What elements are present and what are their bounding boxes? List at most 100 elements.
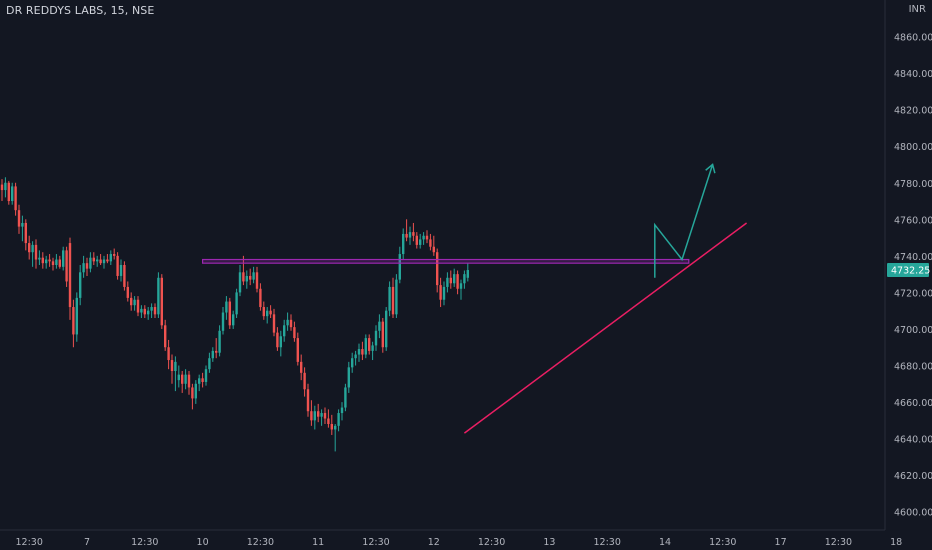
candle — [340, 402, 344, 421]
candle — [218, 325, 221, 357]
price-tick-label: 4860.00 — [894, 33, 932, 44]
candle-body — [255, 272, 259, 289]
candle-body — [85, 263, 89, 269]
candle-body — [449, 277, 452, 284]
candle-body — [184, 374, 187, 384]
candle-body — [116, 255, 119, 276]
candle — [425, 230, 429, 244]
candle-body — [269, 310, 272, 315]
candle — [191, 383, 194, 410]
candle-body — [320, 413, 323, 417]
last-price-tag-bg — [887, 263, 929, 278]
candle — [245, 270, 248, 289]
candle-body — [51, 261, 55, 265]
candle — [364, 334, 367, 359]
candle-body — [191, 387, 194, 399]
candle — [204, 365, 208, 386]
candle — [361, 341, 364, 361]
candle-body — [164, 325, 167, 348]
candle-body — [317, 411, 320, 417]
candle — [330, 414, 333, 435]
candle — [449, 270, 452, 289]
candle-body — [157, 277, 160, 315]
candle — [381, 318, 384, 353]
candle-body — [245, 275, 248, 282]
candle — [276, 327, 279, 351]
candle-body — [45, 259, 48, 264]
candle-body — [109, 254, 112, 262]
candle-body — [4, 182, 7, 191]
candle-body — [361, 349, 364, 355]
candle-body — [31, 244, 34, 253]
time-tick-label: 18 — [890, 537, 902, 548]
candle — [293, 321, 296, 342]
candle-body — [65, 250, 68, 282]
candle-body — [235, 292, 238, 315]
candle — [17, 204, 21, 234]
candle-body — [259, 288, 262, 308]
candle — [249, 268, 252, 286]
candle-body — [106, 259, 109, 262]
candle — [463, 270, 466, 289]
candle — [228, 297, 231, 329]
candle-body — [293, 327, 296, 339]
currency-label: INR — [908, 4, 926, 15]
candle-body — [89, 257, 92, 269]
candle — [378, 314, 381, 339]
candle — [82, 255, 85, 278]
candle-body — [140, 308, 143, 313]
candle — [55, 254, 58, 269]
candle — [371, 341, 374, 361]
price-tick-label: 4720.00 — [894, 288, 932, 299]
candle-body — [408, 232, 412, 238]
candle-body — [323, 413, 327, 419]
candle — [45, 255, 48, 269]
candle-body — [313, 411, 316, 421]
time-tick-label: 12:30 — [825, 537, 852, 548]
candle-body — [133, 299, 136, 306]
candle-body — [170, 360, 174, 371]
candle-body — [398, 254, 401, 280]
candle — [4, 177, 7, 198]
candle-body — [123, 265, 126, 287]
candle-body — [38, 257, 41, 260]
candle-body — [24, 222, 27, 244]
candle-body — [252, 272, 255, 280]
candle — [323, 407, 327, 424]
candle — [225, 296, 228, 320]
time-tick-label: 12:30 — [362, 537, 389, 548]
candle — [72, 299, 75, 348]
candle — [235, 288, 238, 318]
candle-body — [249, 275, 252, 280]
resistance-zone — [202, 258, 690, 264]
candle — [31, 241, 34, 267]
candle-body — [79, 272, 82, 298]
candle-body — [62, 250, 65, 267]
price-tick-label: 4680.00 — [894, 362, 932, 373]
candle — [385, 307, 388, 351]
candle-body — [204, 369, 208, 382]
candle-body — [272, 314, 276, 333]
candle-body — [351, 358, 354, 368]
candle — [24, 219, 27, 251]
candle-body — [371, 345, 374, 351]
candle — [58, 255, 61, 269]
candle-body — [442, 286, 446, 300]
candle-body — [136, 299, 140, 313]
candle — [123, 261, 126, 291]
candle-body — [466, 270, 469, 278]
candle-body — [334, 425, 337, 430]
candle — [96, 255, 99, 267]
candle — [242, 255, 245, 286]
chart-title: DR REDDYS LABS, 15, NSE — [6, 4, 155, 17]
candle-body — [337, 413, 340, 426]
candle — [402, 228, 405, 260]
candle-body — [405, 233, 408, 238]
candle — [89, 252, 92, 273]
candle — [408, 226, 412, 245]
candle — [286, 312, 289, 331]
candle-body — [99, 259, 102, 264]
candle-body — [459, 283, 463, 289]
candle-body — [422, 235, 425, 240]
